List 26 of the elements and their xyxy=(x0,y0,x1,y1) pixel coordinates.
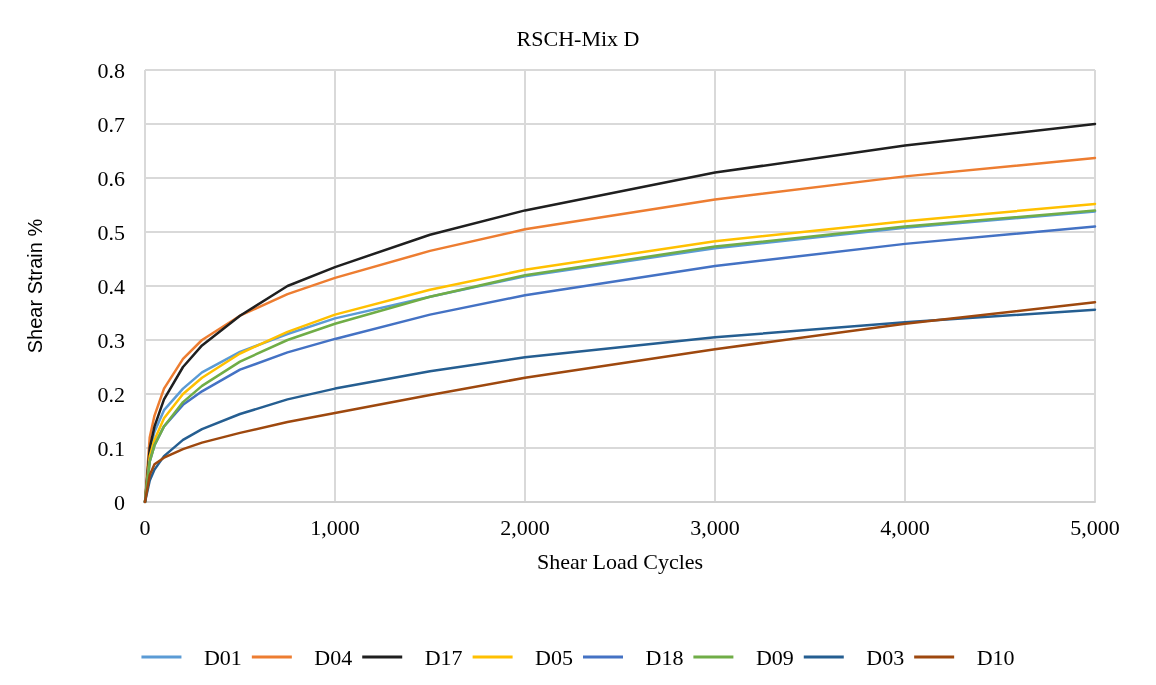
x-tick-label: 2,000 xyxy=(500,514,550,540)
y-tick-label: 0.1 xyxy=(97,435,125,461)
y-tick-label: 0.8 xyxy=(97,57,125,83)
legend-label: D01 xyxy=(203,644,242,670)
x-tick-label: 0 xyxy=(139,514,151,540)
legend-label: D04 xyxy=(314,644,353,670)
legend-label: D05 xyxy=(535,644,573,670)
y-tick-label: 0 xyxy=(114,489,125,515)
y-tick-label: 0.5 xyxy=(97,219,125,245)
y-tick-label: 0.7 xyxy=(97,111,125,137)
y-tick-label: 0.3 xyxy=(97,327,125,353)
legend-label: D10 xyxy=(976,644,1015,670)
x-axis-title: Shear Load Cycles xyxy=(536,548,704,574)
x-tick-label: 1,000 xyxy=(310,514,360,540)
x-tick-label: 3,000 xyxy=(690,514,740,540)
legend-label: D09 xyxy=(755,644,794,670)
y-tick-label: 0.6 xyxy=(97,165,125,191)
legend-label: D03 xyxy=(866,644,905,670)
x-tick-label: 4,000 xyxy=(880,514,930,540)
chart-title: RSCH-Mix D xyxy=(516,25,640,51)
legend-label: D18 xyxy=(645,644,684,670)
y-axis-title: Shear Strain % xyxy=(24,218,46,354)
y-tick-label: 0.2 xyxy=(97,381,125,407)
x-tick-label: 5,000 xyxy=(1070,514,1120,540)
legend-label: D17 xyxy=(424,644,463,670)
y-tick-label: 0.4 xyxy=(97,273,125,299)
